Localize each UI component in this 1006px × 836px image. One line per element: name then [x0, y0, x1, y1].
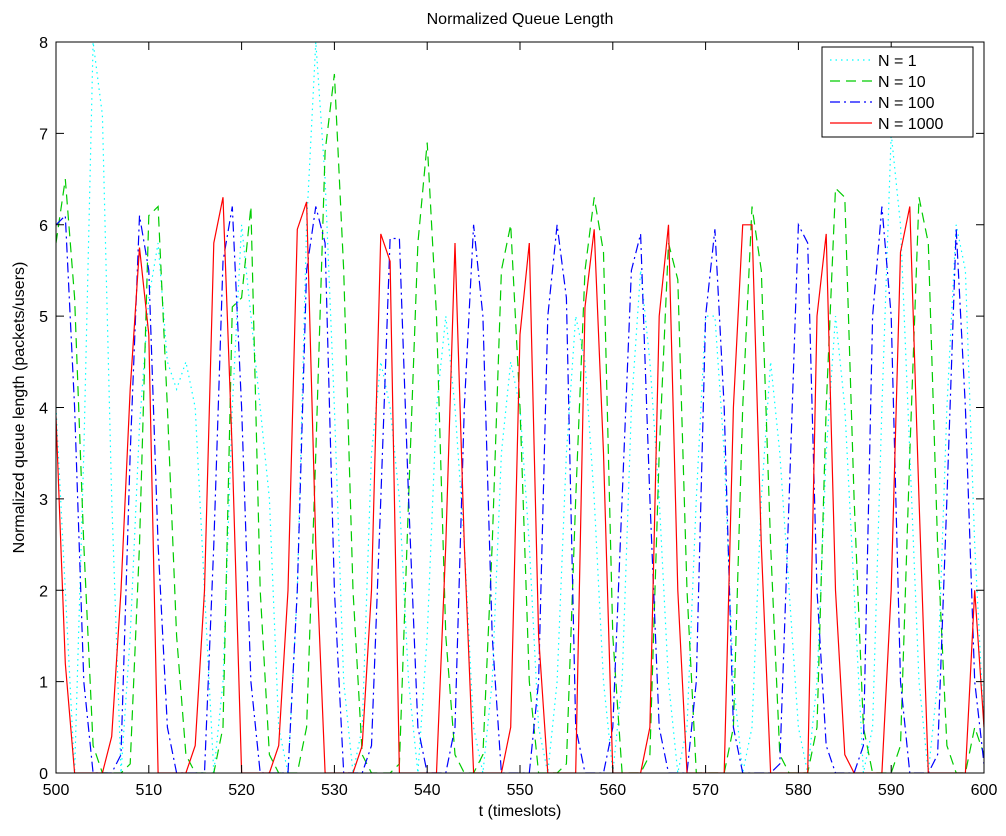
legend-entry-label: N = 1: [878, 53, 917, 70]
chart-title: Normalized Queue Length: [427, 11, 614, 28]
x-tick-label: 530: [321, 782, 348, 799]
legend: N = 1 N = 10 N = 100 N = 1000: [821, 46, 974, 138]
y-tick-label: 4: [39, 401, 48, 418]
y-tick-label: 0: [39, 766, 48, 783]
y-tick-label: 7: [39, 126, 48, 143]
y-tick-label: 3: [39, 492, 48, 509]
x-tick-label: 590: [878, 782, 905, 799]
series-line-2: [56, 73, 984, 773]
legend-entry-label: N = 100: [878, 95, 935, 112]
x-tick-label: 600: [971, 782, 998, 799]
y-axis-ticks: 0 1 2 3 4 5 6 7 8: [39, 35, 984, 783]
x-tick-label: 580: [785, 782, 812, 799]
series-line-3: [56, 206, 984, 773]
x-tick-label: 570: [692, 782, 719, 799]
y-tick-label: 6: [39, 218, 48, 235]
x-axis-label: t (timeslots): [479, 803, 562, 820]
legend-entry-label: N = 1000: [878, 116, 943, 133]
series-layer: [56, 42, 984, 773]
y-axis-label: Normalized queue length (packets/users): [11, 262, 28, 554]
x-tick-label: 520: [228, 782, 255, 799]
x-tick-label: 510: [135, 782, 162, 799]
legend-box: [821, 46, 974, 138]
x-axis-ticks: 500 510 520 530 540 550 560 570 580 590 600: [43, 42, 998, 799]
series-line-4: [56, 197, 984, 773]
legend-entry-label: N = 10: [878, 74, 926, 91]
y-tick-label: 2: [39, 583, 48, 600]
x-tick-label: 540: [414, 782, 441, 799]
x-tick-label: 550: [507, 782, 534, 799]
y-tick-label: 8: [39, 35, 48, 52]
x-tick-label: 500: [43, 782, 70, 799]
y-tick-label: 1: [39, 675, 48, 692]
x-tick-label: 560: [599, 782, 626, 799]
y-tick-label: 5: [39, 309, 48, 326]
